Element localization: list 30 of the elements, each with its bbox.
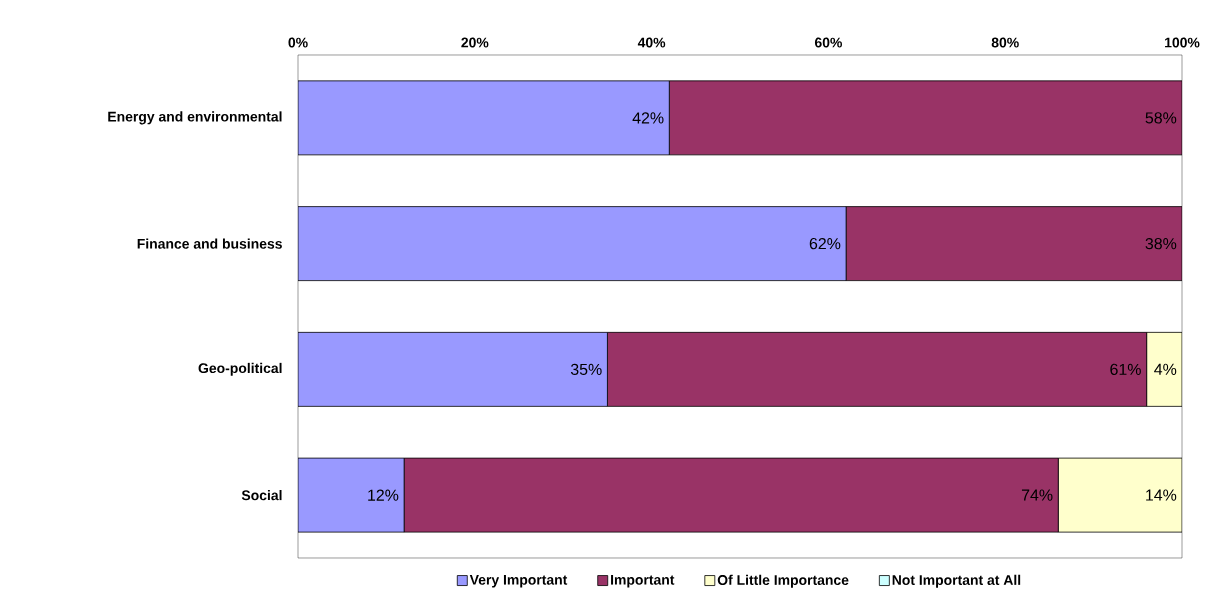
- x-tick-label: 20%: [461, 37, 489, 48]
- legend-label: Important: [611, 575, 675, 588]
- data-label: 62%: [809, 237, 841, 250]
- y-tick-label: Finance and business: [137, 238, 282, 249]
- x-tick-label: 80%: [991, 37, 1019, 48]
- y-tick-label: Geo-political: [198, 362, 282, 376]
- bar: [845, 206, 1183, 282]
- data-label: 61%: [1110, 363, 1141, 375]
- bar: [607, 331, 1148, 407]
- bar: [403, 457, 1059, 533]
- bar: [1057, 457, 1183, 533]
- legend-label: Of Little Importance: [717, 574, 849, 588]
- data-label: 38%: [1145, 237, 1177, 250]
- data-label: 14%: [1146, 489, 1177, 501]
- legend-label: Not Important at All: [892, 574, 1021, 588]
- x-tick-label: 60%: [814, 37, 842, 48]
- x-tick-label: 0%: [288, 37, 308, 48]
- x-tick-label: 40%: [637, 37, 666, 48]
- data-label: 35%: [570, 363, 602, 375]
- data-label: 42%: [632, 112, 664, 124]
- data-label: 4%: [1154, 363, 1177, 375]
- y-tick-label: Energy and environmental: [108, 111, 282, 125]
- bar: [668, 80, 1183, 156]
- data-label: 58%: [1145, 112, 1177, 124]
- bar: [1146, 331, 1183, 407]
- x-tick-label: 100%: [1165, 37, 1200, 48]
- data-label: 12%: [368, 489, 399, 501]
- data-label: 74%: [1021, 489, 1053, 501]
- legend-label: Very Important: [469, 575, 568, 588]
- y-tick-label: Social: [241, 489, 282, 501]
